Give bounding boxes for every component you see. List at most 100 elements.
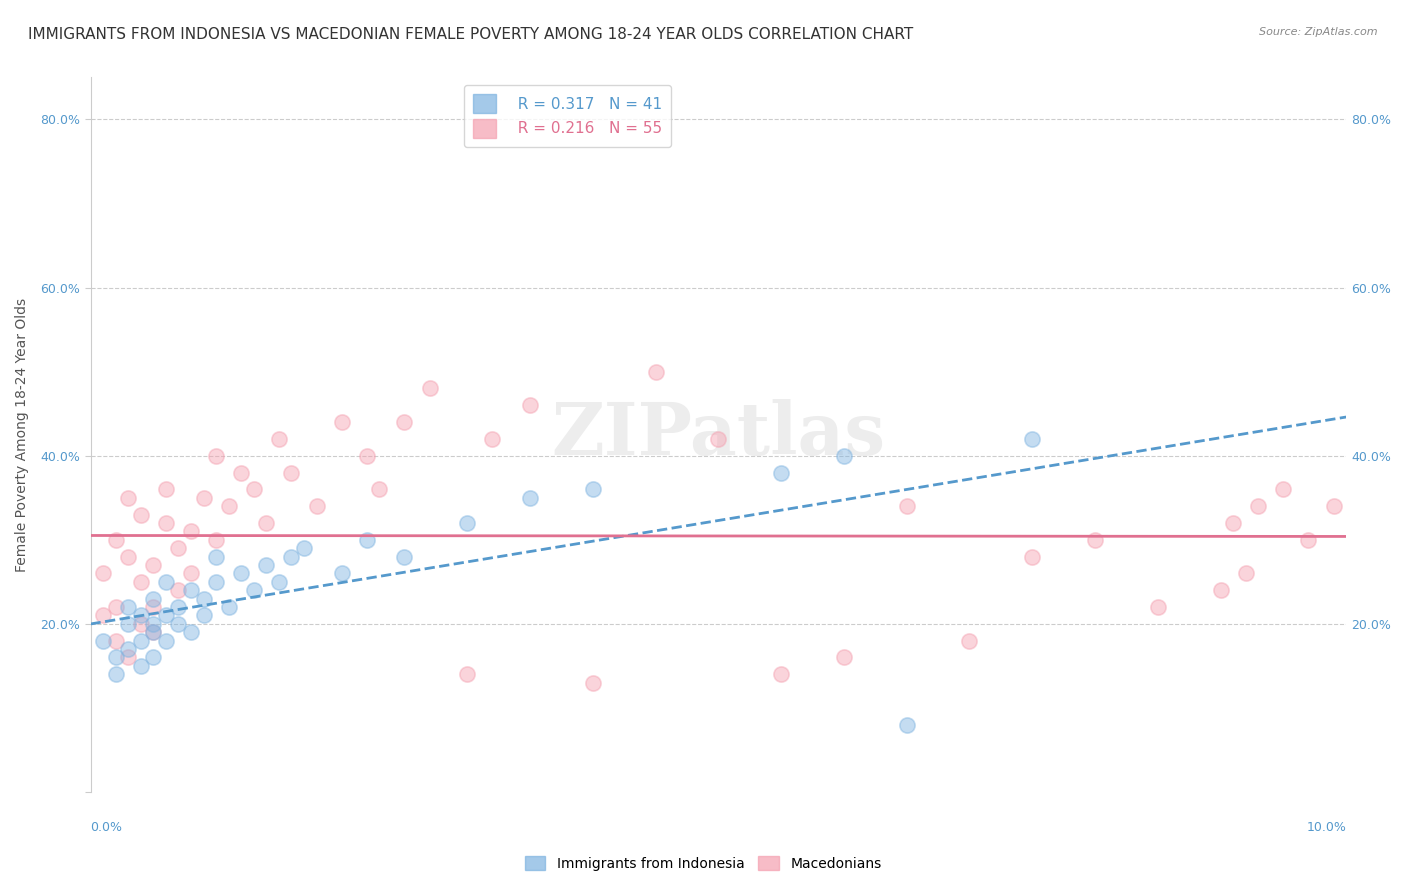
Text: 0.0%: 0.0% xyxy=(90,821,122,833)
Point xyxy=(231,466,253,480)
Point xyxy=(481,432,503,446)
Point xyxy=(896,717,918,731)
Point xyxy=(330,415,353,429)
Point xyxy=(280,466,302,480)
Point xyxy=(193,591,215,606)
Point xyxy=(205,549,228,564)
Point xyxy=(419,381,441,395)
Point xyxy=(155,633,177,648)
Point xyxy=(394,549,416,564)
Point xyxy=(1272,483,1295,497)
Point xyxy=(155,516,177,530)
Point xyxy=(167,616,190,631)
Point xyxy=(267,574,290,589)
Text: 10.0%: 10.0% xyxy=(1306,821,1346,833)
Point xyxy=(205,533,228,547)
Point xyxy=(193,491,215,505)
Point xyxy=(280,549,302,564)
Point xyxy=(707,432,730,446)
Point xyxy=(959,633,981,648)
Point xyxy=(254,558,277,572)
Point xyxy=(129,633,152,648)
Point xyxy=(129,658,152,673)
Point xyxy=(104,667,127,681)
Point xyxy=(193,608,215,623)
Text: IMMIGRANTS FROM INDONESIA VS MACEDONIAN FEMALE POVERTY AMONG 18-24 YEAR OLDS COR: IMMIGRANTS FROM INDONESIA VS MACEDONIAN … xyxy=(28,27,914,42)
Point xyxy=(267,432,290,446)
Point xyxy=(117,599,139,614)
Point xyxy=(91,608,114,623)
Point xyxy=(129,508,152,522)
Point xyxy=(644,365,666,379)
Point xyxy=(1247,499,1270,513)
Point xyxy=(330,566,353,581)
Point xyxy=(368,483,391,497)
Point xyxy=(155,574,177,589)
Point xyxy=(142,558,165,572)
Point xyxy=(104,599,127,614)
Point xyxy=(356,449,378,463)
Point xyxy=(356,533,378,547)
Point xyxy=(1322,499,1344,513)
Point xyxy=(254,516,277,530)
Point xyxy=(832,650,855,665)
Point xyxy=(305,499,328,513)
Point xyxy=(180,625,202,640)
Point xyxy=(292,541,315,556)
Point xyxy=(117,549,139,564)
Text: ZIPatlas: ZIPatlas xyxy=(551,400,886,470)
Point xyxy=(142,599,165,614)
Point xyxy=(1234,566,1257,581)
Point xyxy=(129,608,152,623)
Point xyxy=(1021,549,1043,564)
Legend: Immigrants from Indonesia, Macedonians: Immigrants from Indonesia, Macedonians xyxy=(519,850,887,876)
Point xyxy=(770,667,793,681)
Point xyxy=(104,533,127,547)
Text: Source: ZipAtlas.com: Source: ZipAtlas.com xyxy=(1260,27,1378,37)
Point xyxy=(117,491,139,505)
Point xyxy=(167,583,190,598)
Point xyxy=(142,650,165,665)
Point xyxy=(142,616,165,631)
Point xyxy=(142,591,165,606)
Point xyxy=(896,499,918,513)
Point xyxy=(1209,583,1232,598)
Point xyxy=(91,633,114,648)
Point xyxy=(1021,432,1043,446)
Point xyxy=(155,483,177,497)
Point xyxy=(519,491,541,505)
Point xyxy=(242,483,264,497)
Point xyxy=(519,398,541,412)
Point xyxy=(832,449,855,463)
Point xyxy=(582,483,605,497)
Point xyxy=(91,566,114,581)
Point xyxy=(456,667,478,681)
Point xyxy=(180,524,202,539)
Point xyxy=(129,574,152,589)
Point xyxy=(218,499,240,513)
Point xyxy=(1222,516,1244,530)
Point xyxy=(242,583,264,598)
Point xyxy=(1146,599,1168,614)
Point xyxy=(142,625,165,640)
Point xyxy=(142,625,165,640)
Point xyxy=(1084,533,1107,547)
Point xyxy=(770,466,793,480)
Point xyxy=(167,541,190,556)
Point xyxy=(394,415,416,429)
Point xyxy=(167,599,190,614)
Y-axis label: Female Poverty Among 18-24 Year Olds: Female Poverty Among 18-24 Year Olds xyxy=(15,298,30,572)
Point xyxy=(117,642,139,657)
Legend:   R = 0.317   N = 41,   R = 0.216   N = 55: R = 0.317 N = 41, R = 0.216 N = 55 xyxy=(464,85,672,147)
Point xyxy=(104,633,127,648)
Point xyxy=(104,650,127,665)
Point xyxy=(117,616,139,631)
Point xyxy=(117,650,139,665)
Point xyxy=(1298,533,1320,547)
Point xyxy=(129,616,152,631)
Point xyxy=(180,583,202,598)
Point xyxy=(456,516,478,530)
Point xyxy=(155,608,177,623)
Point xyxy=(231,566,253,581)
Point xyxy=(180,566,202,581)
